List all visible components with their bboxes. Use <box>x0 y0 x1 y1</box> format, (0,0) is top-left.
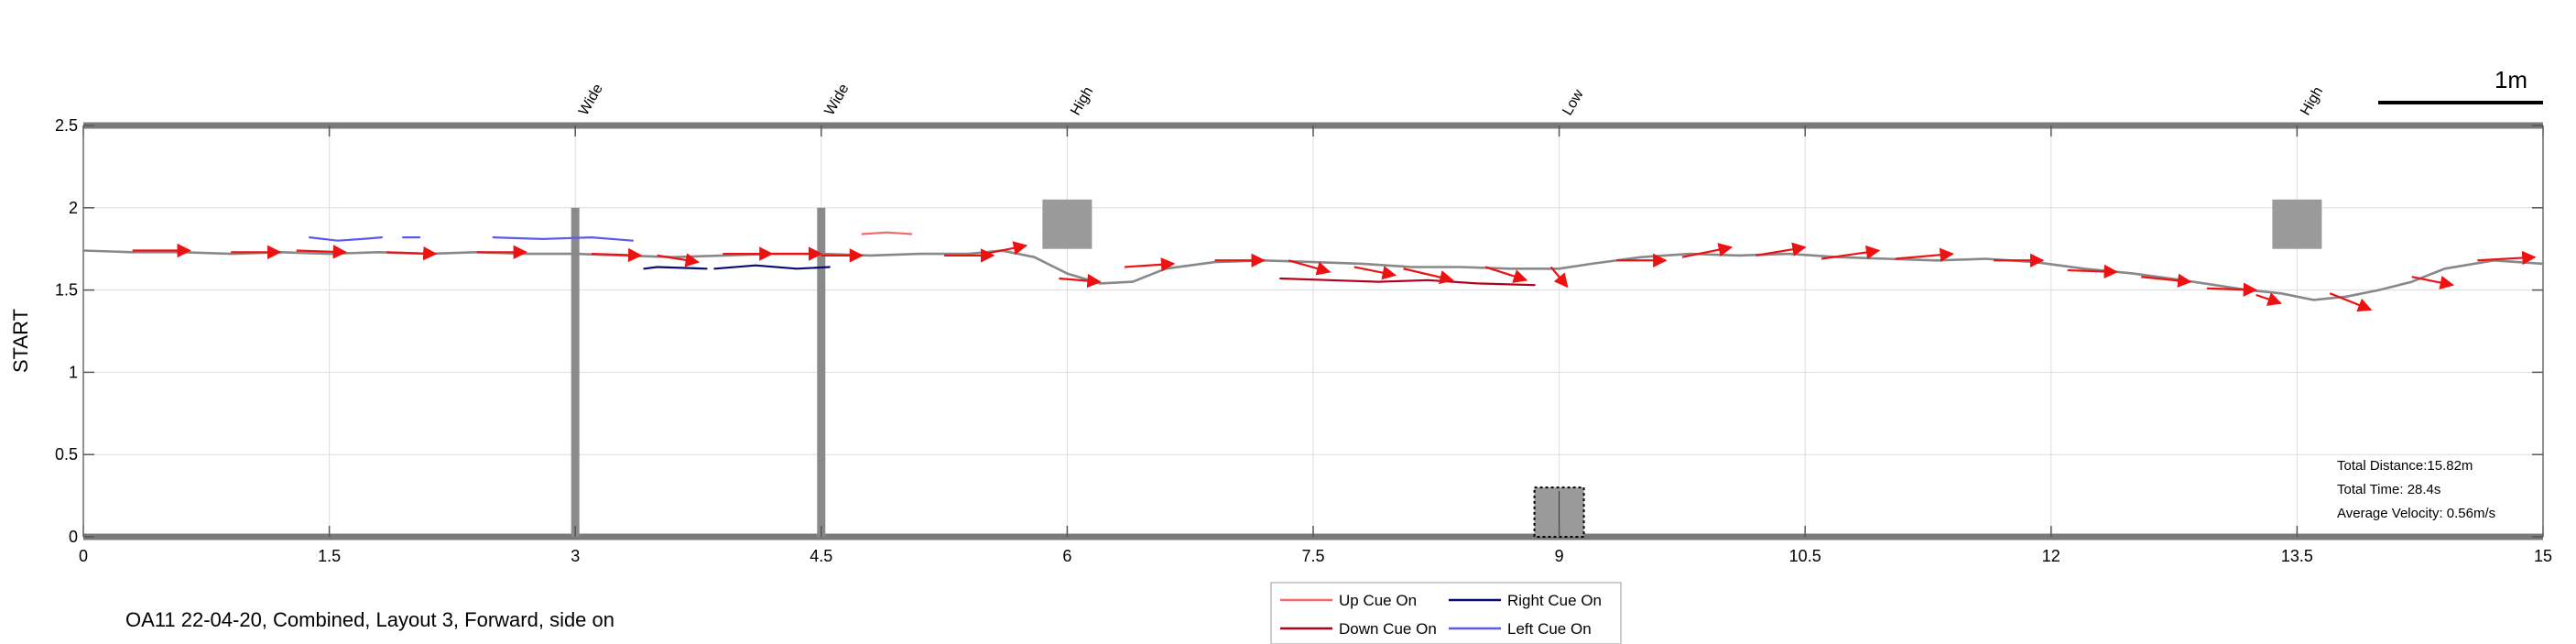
legend-label-left: Left Cue On <box>1507 620 1592 638</box>
direction-arrow <box>2329 292 2373 312</box>
scale-bar-label: 1m <box>2494 66 2527 93</box>
direction-arrow <box>1895 247 1954 262</box>
direction-arrow <box>2255 292 2282 306</box>
x-tick-label: 13.5 <box>2281 547 2313 565</box>
obstacle-label: High <box>2298 84 2326 118</box>
direction-arrow <box>1124 257 1176 272</box>
scale-bar: 1m <box>2378 66 2543 104</box>
obstacles <box>571 199 2322 538</box>
series-line-left_cue_segments <box>309 236 383 242</box>
direction-arrow <box>1059 273 1102 289</box>
stat-average-velocity: Average Velocity: 0.56m/s <box>2337 506 2495 521</box>
obstacle-labels: Wide Wide High Low High <box>576 82 2326 118</box>
x-tick-label: 4.5 <box>810 547 832 565</box>
x-tick-label: 3 <box>571 547 580 565</box>
direction-arrow <box>2141 273 2192 288</box>
stats-box: Total Distance:15.82m Total Time: 28.4s … <box>2337 458 2495 521</box>
series-line-up_cue_segments <box>861 231 913 235</box>
x-tick-label: 0 <box>79 547 88 565</box>
direction-arrow <box>2206 282 2258 297</box>
y-axis-label: START <box>9 309 32 373</box>
obstacle-label: Wide <box>576 82 606 118</box>
y-tick-label: 2 <box>69 199 78 217</box>
x-tick-label: 7.5 <box>1301 547 1324 565</box>
series-line-left_cue_segments <box>492 236 635 242</box>
series-line-down_cue_segments <box>1279 277 1536 287</box>
direction-arrow <box>1288 259 1331 276</box>
stat-total-time: Total Time: 28.4s <box>2337 482 2440 497</box>
y-tick-label: 1 <box>69 363 78 381</box>
legend-label-right: Right Cue On <box>1507 592 1602 609</box>
direction-arrow <box>1484 266 1528 283</box>
direction-arrows <box>132 241 2537 312</box>
legend-label-up: Up Cue On <box>1339 592 1417 609</box>
x-tick-label: 15 <box>2534 547 2552 565</box>
direction-arrow <box>2067 264 2118 279</box>
direction-arrow <box>1681 243 1734 258</box>
obstacle-label: Wide <box>822 82 853 118</box>
direction-arrow <box>1403 267 1454 285</box>
series-lines <box>82 231 2545 301</box>
legend-box <box>1270 582 1622 644</box>
figure-caption: OA11 22-04-20, Combined, Layout 3, Forwa… <box>125 608 614 631</box>
direction-arrow <box>1821 245 1881 260</box>
y-tick-label: 0.5 <box>55 445 78 464</box>
x-tick-label: 1.5 <box>318 547 341 565</box>
y-tick-label: 2.5 <box>55 116 78 135</box>
obstacle-pole <box>817 207 826 538</box>
direction-arrow <box>592 247 643 263</box>
grid-lines <box>82 125 2544 538</box>
obstacle-box <box>2272 199 2322 249</box>
direction-arrow <box>2411 275 2455 290</box>
legend: Up Cue On Right Cue On Down Cue On Left … <box>1270 582 1622 644</box>
y-tick-label: 1.5 <box>55 281 78 300</box>
obstacle-pole <box>571 207 580 538</box>
direction-arrow <box>386 246 438 261</box>
x-tick-label: 10.5 <box>1789 547 1821 565</box>
legend-label-down: Down Cue On <box>1339 620 1437 638</box>
series-line-right_cue_segments <box>643 266 658 270</box>
obstacle-box <box>1042 199 1092 249</box>
direction-arrow <box>657 253 701 267</box>
x-tick-label: 9 <box>1555 547 1564 565</box>
obstacle-label: High <box>1068 84 1096 118</box>
direction-arrow <box>1353 266 1397 280</box>
x-tick-label: 6 <box>1062 547 1071 565</box>
direction-arrow <box>2477 250 2537 266</box>
x-tick-label: 12 <box>2042 547 2060 565</box>
direction-arrow <box>1549 266 1569 289</box>
direction-arrow <box>984 241 1028 256</box>
series-line-right_cue_segments <box>656 266 708 270</box>
direction-arrow <box>296 245 348 259</box>
series-line-trajectory <box>82 249 2545 301</box>
y-tick-label: 0 <box>69 528 78 546</box>
stat-total-distance: Total Distance:15.82m <box>2337 458 2473 474</box>
tick-labels: 0 1.5 3 4.5 6 7.5 9 10.5 12 13.5 15 0 0.5 1 1.5 2 2.5 <box>55 116 2552 565</box>
series-line-right_cue_segments <box>713 264 831 270</box>
obstacle-label: Low <box>1560 87 1587 118</box>
direction-arrow <box>1755 242 1807 257</box>
